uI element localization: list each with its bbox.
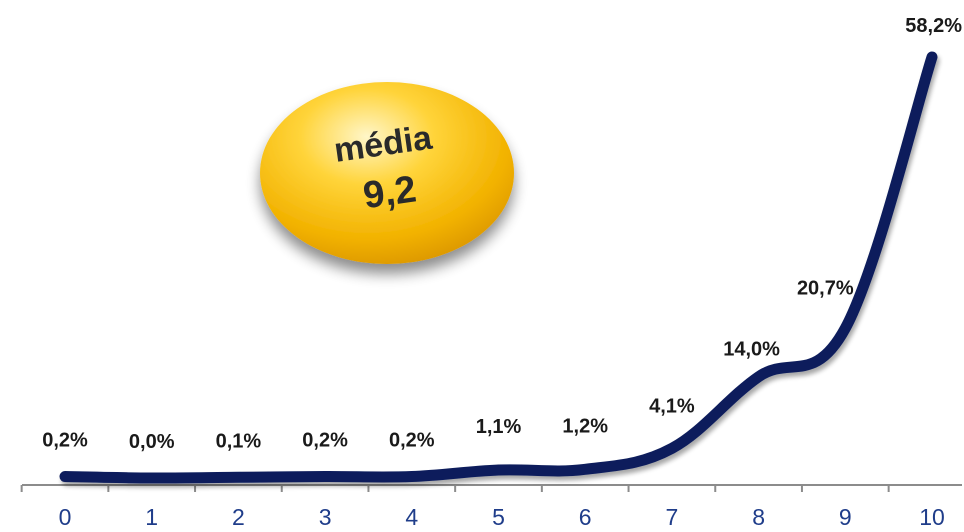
data-label: 0,0% bbox=[129, 431, 175, 453]
data-label: 0,1% bbox=[216, 430, 262, 452]
data-label: 20,7% bbox=[797, 277, 854, 299]
average-badge-shape bbox=[260, 82, 514, 264]
data-label: 0,2% bbox=[42, 430, 88, 452]
data-label: 0,2% bbox=[302, 430, 348, 452]
x-tick-label: 3 bbox=[319, 504, 332, 530]
data-labels: 0,2% 0,0% 0,1% 0,2% 0,2% 1,1% 1,2% 4,1% 14,0% 20,… bbox=[42, 15, 962, 453]
x-tick-label: 8 bbox=[752, 504, 765, 530]
x-tick-label: 9 bbox=[839, 504, 852, 530]
x-axis-ticks bbox=[20, 485, 890, 492]
data-label: 0,2% bbox=[389, 430, 435, 452]
average-badge-value: 9,2 bbox=[361, 168, 419, 217]
x-tick-label: 6 bbox=[579, 504, 592, 530]
x-tick-label: 7 bbox=[666, 504, 679, 530]
data-label: 4,1% bbox=[649, 395, 695, 417]
data-label: 1,2% bbox=[562, 415, 608, 437]
average-badge: média 9,2 bbox=[260, 82, 514, 264]
data-label: 58,2% bbox=[905, 15, 962, 37]
x-tick-label: 2 bbox=[232, 504, 245, 530]
data-label: 14,0% bbox=[723, 339, 780, 361]
x-tick-label: 1 bbox=[145, 504, 158, 530]
series-line bbox=[59, 51, 938, 484]
x-tick-label: 0 bbox=[59, 504, 72, 530]
x-tick-labels: 0 1 2 3 4 5 6 7 8 9 10 bbox=[59, 504, 945, 530]
data-label: 1,1% bbox=[476, 416, 522, 438]
x-tick-label: 5 bbox=[492, 504, 505, 530]
x-tick-label: 10 bbox=[919, 504, 945, 530]
x-tick-label: 4 bbox=[405, 504, 418, 530]
